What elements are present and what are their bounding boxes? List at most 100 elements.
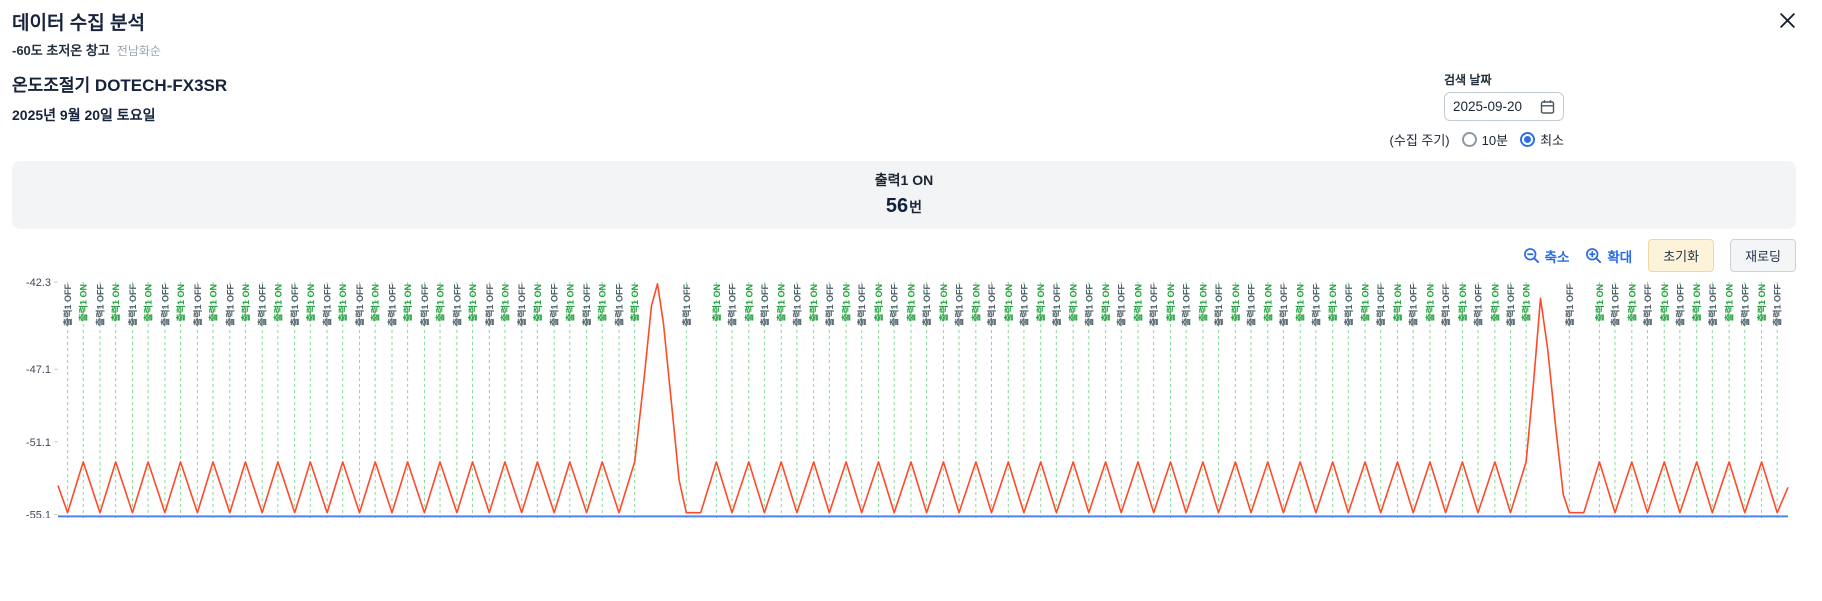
- warehouse-name: -60도 초저온 창고: [12, 43, 110, 58]
- magnifier-minus-icon: [1523, 248, 1539, 264]
- event-label-on: 출력1 ON: [597, 284, 608, 322]
- event-label-on: 출력1 ON: [272, 284, 283, 322]
- event-label-off: 출력1 OFF: [1051, 283, 1062, 326]
- event-label-off: 출력1 OFF: [986, 283, 997, 326]
- chart[interactable]: 출력1 OFF 출력1 ON 출력1 OFF 출력1 ON 출력1 OFF 출력1 ON 출…: [12, 274, 1796, 518]
- event-label-on: 출력1 ON: [808, 284, 819, 322]
- radio-10min-label: 10분: [1481, 133, 1509, 148]
- reload-button[interactable]: 재로딩: [1730, 239, 1796, 272]
- event-label-off: 출력1 OFF: [1018, 283, 1029, 326]
- event-label-on: 출력1 ON: [873, 284, 884, 322]
- event-label-off: 출력1 OFF: [1148, 283, 1159, 326]
- controls-row: 온도조절기 DOTECH-FX3SR 2025년 9월 20일 토요일 검색 날…: [12, 71, 1796, 149]
- event-label-on: 출력1 ON: [905, 284, 916, 322]
- banner-count-row: 56번: [12, 195, 1796, 218]
- close-icon: [1779, 13, 1795, 28]
- y-tick-label: -42.3: [26, 277, 51, 289]
- event-label-off: 출력1 OFF: [322, 283, 333, 326]
- event-label-off: 출력1 OFF: [1440, 283, 1451, 326]
- event-label-on: 출력1 ON: [1489, 284, 1500, 322]
- device-name: 온도조절기 DOTECH-FX3SR: [12, 76, 228, 95]
- zoom-in-button[interactable]: 확대: [1585, 246, 1632, 266]
- event-label-off: 출력1 OFF: [516, 283, 527, 326]
- zoom-out-button[interactable]: 축소: [1523, 246, 1569, 266]
- date-value: 2025-09-20: [1453, 99, 1523, 114]
- warehouse-location: 전남화순: [116, 44, 161, 58]
- event-label-off: 출력1 OFF: [1245, 283, 1256, 326]
- event-label-off: 출력1 OFF: [1310, 283, 1321, 326]
- event-label-off: 출력1 OFF: [856, 283, 867, 326]
- event-label-off: 출력1 OFF: [354, 283, 365, 326]
- event-label-off: 출력1 OFF: [159, 283, 170, 326]
- cycle-label: (수집 주기): [1389, 133, 1450, 148]
- event-label-on: 출력1 ON: [467, 284, 478, 322]
- event-label-on: 출력1 ON: [1521, 284, 1532, 322]
- event-label-off: 출력1 OFF: [1473, 283, 1484, 326]
- event-label-on: 출력1 ON: [1594, 284, 1605, 322]
- event-label-off: 출력1 OFF: [95, 283, 106, 326]
- event-label-off: 출력1 OFF: [257, 283, 268, 326]
- event-label-on: 출력1 ON: [1392, 284, 1403, 322]
- radio-minimum[interactable]: 최소: [1520, 130, 1564, 149]
- event-label-off: 출력1 OFF: [1343, 283, 1354, 326]
- event-label-off: 출력1 OFF: [581, 283, 592, 326]
- search-controls: 검색 날짜 2025-09-20 (수집 주기) 10분: [1390, 71, 1564, 149]
- event-label-off: 출력1 OFF: [1278, 283, 1289, 326]
- event-label-on: 출력1 ON: [370, 284, 381, 322]
- event-label-off: 출력1 OFF: [921, 283, 932, 326]
- output-summary-banner: 출력1 ON 56번: [12, 161, 1796, 229]
- reset-button[interactable]: 초기화: [1648, 239, 1715, 272]
- event-label-off: 출력1 OFF: [289, 283, 300, 326]
- search-date-box: 검색 날짜 2025-09-20: [1444, 71, 1564, 121]
- y-tick-label: -51.1: [26, 437, 51, 449]
- event-label-on: 출력1 ON: [78, 284, 89, 322]
- event-label-on: 출력1 ON: [207, 284, 218, 322]
- event-label-on: 출력1 ON: [1295, 284, 1306, 322]
- event-label-off: 출력1 OFF: [1674, 283, 1685, 326]
- event-label-on: 출력1 ON: [305, 284, 316, 322]
- banner-title: 출력1 ON: [874, 172, 934, 188]
- event-label-off: 출력1 OFF: [681, 283, 692, 326]
- event-label-on: 출력1 ON: [1003, 284, 1014, 322]
- event-label-off: 출력1 OFF: [62, 283, 73, 326]
- event-label-off: 출력1 OFF: [1213, 283, 1224, 326]
- radio-10min-circle[interactable]: [1461, 132, 1477, 147]
- event-label-on: 출력1 ON: [776, 284, 787, 322]
- device-date: 2025년 9월 20일 토요일: [12, 107, 156, 123]
- event-label-on: 출력1 ON: [564, 284, 575, 322]
- event-label-on: 출력1 ON: [1457, 284, 1468, 322]
- radio-10min[interactable]: 10분: [1461, 130, 1509, 149]
- event-label-on: 출력1 ON: [711, 284, 722, 322]
- event-label-off: 출력1 OFF: [1772, 283, 1783, 326]
- event-label-off: 출력1 OFF: [1116, 283, 1127, 326]
- date-input[interactable]: 2025-09-20: [1444, 92, 1564, 121]
- event-label-off: 출력1 OFF: [726, 283, 737, 326]
- event-label-on: 출력1 ON: [240, 284, 251, 322]
- radio-minimum-circle[interactable]: [1520, 132, 1536, 147]
- event-label-off: 출력1 OFF: [889, 283, 900, 326]
- event-label-off: 출력1 OFF: [1505, 283, 1516, 326]
- event-label-off: 출력1 OFF: [484, 283, 495, 326]
- event-label-on: 출력1 ON: [337, 284, 348, 322]
- event-label-on: 출력1 ON: [175, 284, 186, 322]
- event-label-off: 출력1 OFF: [549, 283, 560, 326]
- event-label-on: 출력1 ON: [532, 284, 543, 322]
- event-label-on: 출력1 ON: [1100, 284, 1111, 322]
- chart-svg[interactable]: 출력1 OFF 출력1 ON 출력1 OFF 출력1 ON 출력1 OFF 출력1 ON 출…: [12, 274, 1796, 518]
- event-label-on: 출력1 ON: [143, 284, 154, 322]
- event-label-on: 출력1 ON: [1165, 284, 1176, 322]
- event-label-on: 출력1 ON: [1724, 284, 1735, 322]
- event-label-off: 출력1 OFF: [1083, 283, 1094, 326]
- banner-count: 56: [885, 195, 909, 217]
- banner-count-suffix: 번: [909, 199, 923, 215]
- event-label-off: 출력1 OFF: [1610, 283, 1621, 326]
- event-label-on: 출력1 ON: [402, 284, 413, 322]
- calendar-icon[interactable]: [1540, 99, 1555, 115]
- event-label-off: 출력1 OFF: [127, 283, 138, 326]
- event-label-on: 출력1 ON: [499, 284, 510, 322]
- event-label-off: 출력1 OFF: [1375, 283, 1386, 326]
- event-label-off: 출력1 OFF: [614, 283, 625, 326]
- event-label-on: 출력1 ON: [743, 284, 754, 322]
- close-button[interactable]: [1774, 8, 1800, 34]
- event-label-off: 출력1 OFF: [224, 283, 235, 326]
